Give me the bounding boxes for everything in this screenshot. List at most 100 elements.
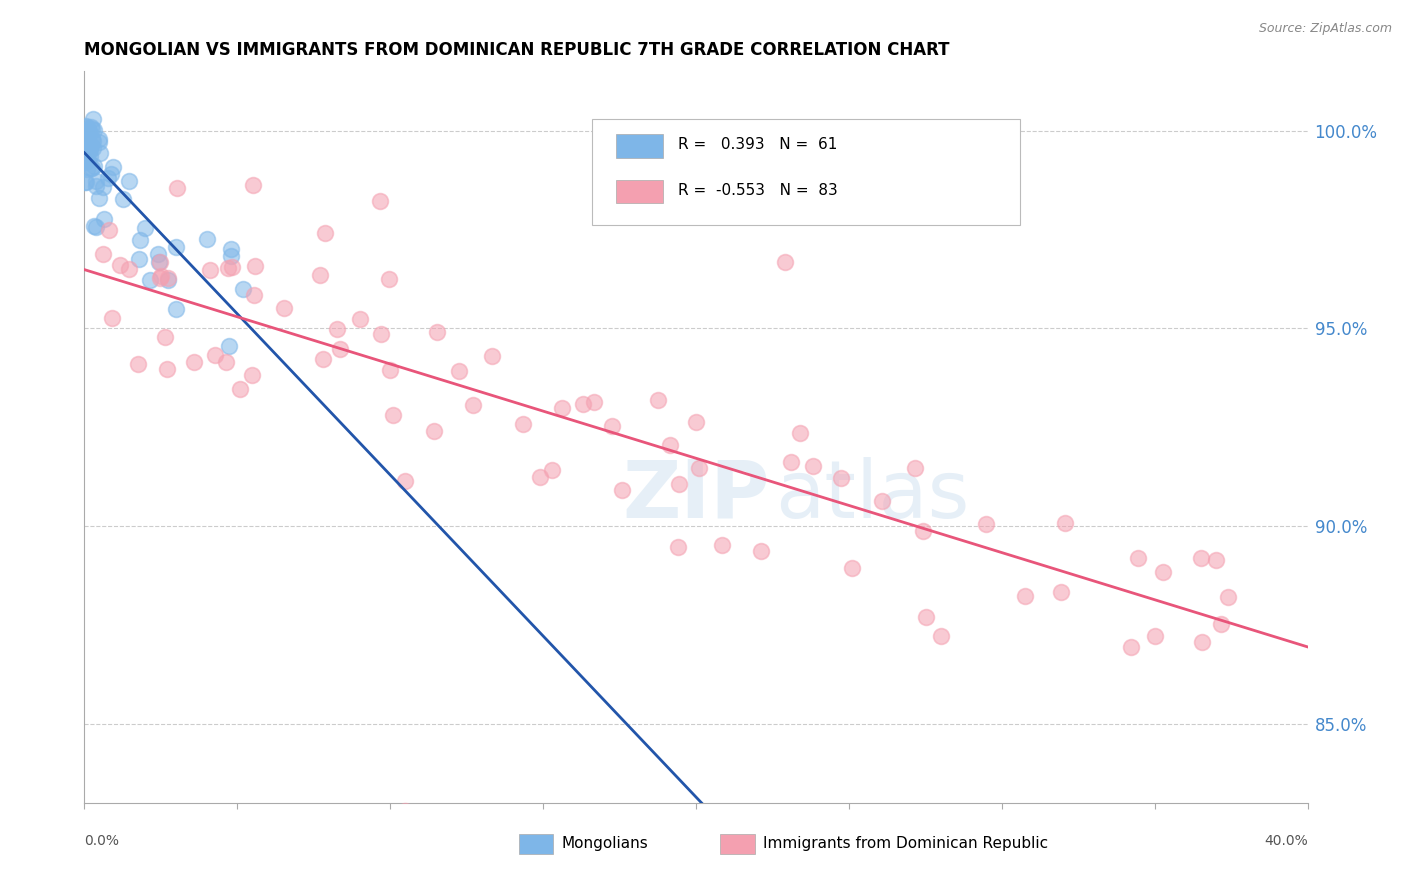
Point [221, 249, 243, 263]
Point [242, 178, 264, 192]
Point [551, 401, 574, 415]
Point [100, 167, 122, 181]
Point [76, 175, 98, 189]
Point [195, 232, 218, 246]
Point [89, 146, 111, 161]
Point [368, 194, 391, 209]
Point [830, 471, 852, 485]
Point [80, 120, 103, 135]
Point [309, 268, 332, 282]
Point [841, 560, 863, 574]
Point [1211, 617, 1233, 632]
Point [221, 260, 243, 274]
Text: Source: ZipAtlas.com: Source: ZipAtlas.com [1258, 22, 1392, 36]
Point [84, 219, 107, 234]
Point [779, 455, 801, 469]
Bar [720, 833, 755, 854]
Point [82, 141, 104, 155]
Point [75, 120, 97, 134]
Point [232, 282, 254, 296]
Point [82, 131, 104, 145]
Point [872, 493, 894, 508]
Point [382, 409, 405, 423]
Point [378, 363, 401, 377]
Text: atlas: atlas [776, 457, 970, 534]
Point [1216, 591, 1239, 605]
Point [129, 233, 152, 247]
Point [112, 192, 135, 206]
Point [75, 140, 97, 154]
Point [1126, 550, 1149, 565]
Point [149, 270, 172, 285]
Point [73, 152, 96, 166]
Point [1191, 634, 1213, 648]
Point [76, 162, 98, 177]
Point [156, 361, 179, 376]
Point [377, 272, 399, 286]
Point [76, 153, 98, 168]
Text: Mongolians: Mongolians [561, 837, 648, 851]
Point [118, 262, 141, 277]
Point [83, 159, 105, 173]
Point [801, 459, 824, 474]
Point [911, 524, 934, 539]
Point [314, 226, 336, 240]
Point [87, 135, 110, 149]
Point [77, 123, 100, 137]
Point [79, 141, 101, 155]
Point [312, 352, 335, 367]
Point [1050, 585, 1073, 599]
Point [148, 254, 170, 268]
Point [245, 259, 267, 273]
Point [218, 338, 240, 352]
Point [449, 364, 471, 378]
Point [83, 123, 105, 137]
Point [974, 517, 997, 532]
Point [329, 343, 352, 357]
Point [91, 247, 114, 261]
Point [82, 112, 104, 127]
Point [84, 174, 107, 188]
Point [540, 462, 562, 476]
Point [153, 330, 176, 344]
Point [97, 170, 120, 185]
Point [214, 355, 236, 369]
Point [610, 483, 633, 497]
Point [183, 355, 205, 369]
Point [1143, 629, 1166, 643]
Point [572, 397, 595, 411]
Text: MONGOLIAN VS IMMIGRANTS FROM DOMINICAN REPUBLIC 7TH GRADE CORRELATION CHART: MONGOLIAN VS IMMIGRANTS FROM DOMINICAN R… [84, 41, 950, 59]
Point [217, 260, 239, 275]
Bar [519, 833, 553, 854]
Point [461, 398, 484, 412]
Point [118, 174, 141, 188]
Point [1121, 640, 1143, 654]
Point [80, 161, 103, 175]
Point [229, 382, 252, 396]
Point [93, 211, 115, 226]
Point [91, 180, 114, 194]
Point [1205, 553, 1227, 567]
Text: Immigrants from Dominican Republic: Immigrants from Dominican Republic [763, 837, 1049, 851]
Point [149, 255, 172, 269]
Point [915, 610, 938, 624]
Point [1014, 589, 1036, 603]
Point [1152, 565, 1174, 579]
Text: 0.0%: 0.0% [84, 834, 120, 848]
Point [668, 540, 690, 554]
Text: R =   0.393   N =  61: R = 0.393 N = 61 [678, 137, 837, 152]
Point [77, 121, 100, 136]
Point [83, 219, 105, 234]
Point [101, 160, 124, 174]
Point [929, 629, 952, 643]
Point [127, 357, 149, 371]
Point [273, 301, 295, 315]
Point [349, 312, 371, 326]
Text: ZIP: ZIP [623, 457, 770, 534]
Point [904, 461, 927, 475]
Point [82, 161, 104, 175]
Point [76, 151, 98, 165]
Point [394, 475, 416, 489]
Point [166, 181, 188, 195]
Text: R =  -0.553   N =  83: R = -0.553 N = 83 [678, 183, 838, 198]
